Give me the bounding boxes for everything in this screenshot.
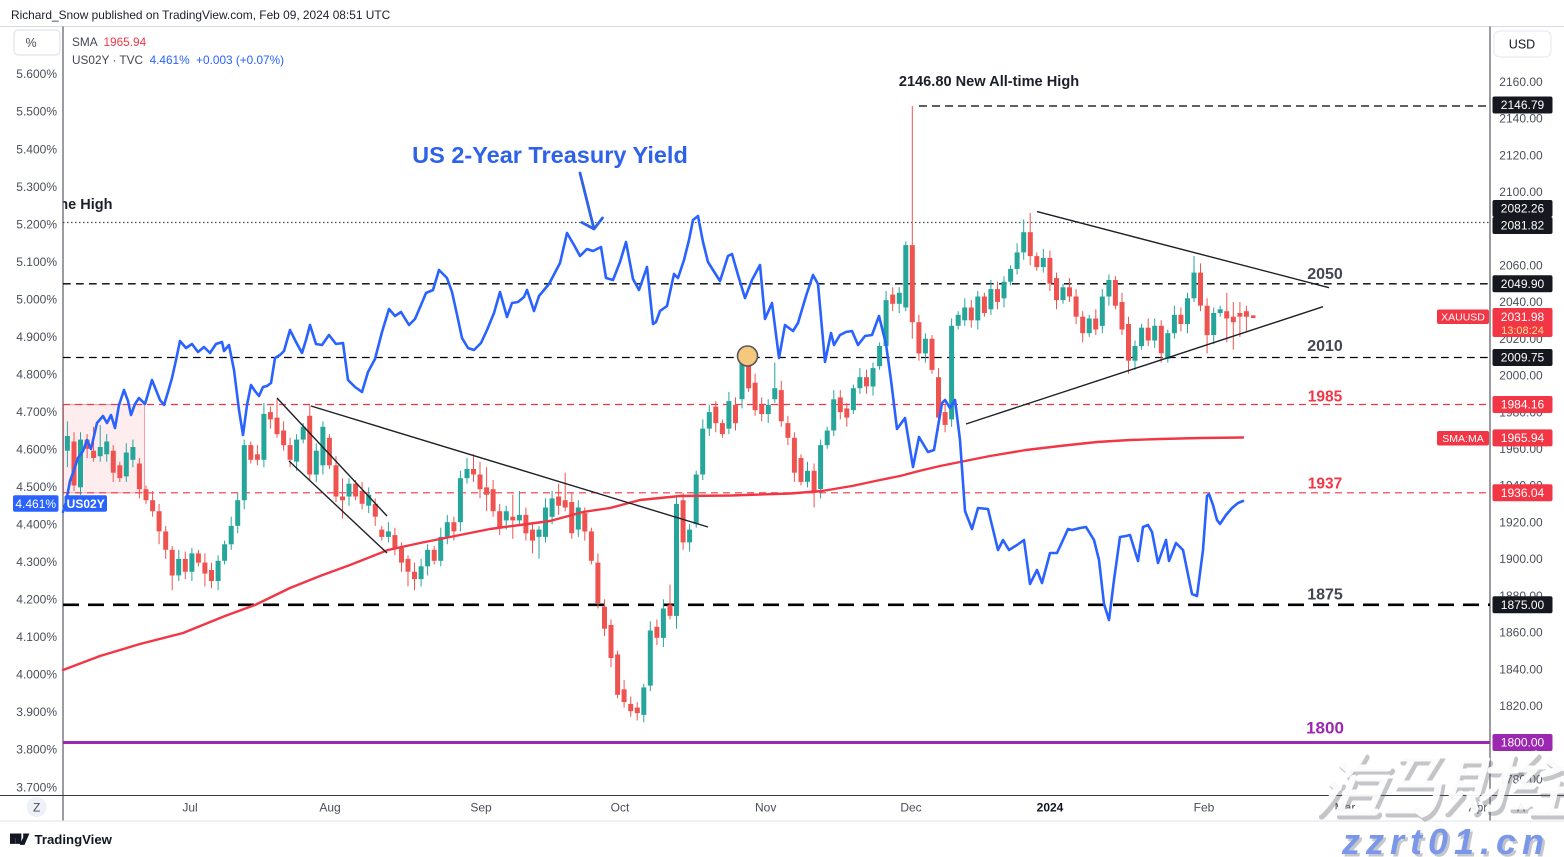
svg-text:Jul: Jul <box>182 801 197 815</box>
svg-text:4.900%: 4.900% <box>16 330 57 344</box>
svg-text:%: % <box>25 36 36 50</box>
svg-text:1937: 1937 <box>1308 476 1342 493</box>
svg-text:2024: 2024 <box>1037 801 1064 815</box>
svg-text:4.700%: 4.700% <box>16 405 57 419</box>
svg-text:2100.00: 2100.00 <box>1499 185 1543 199</box>
svg-text:2050: 2050 <box>1307 266 1343 283</box>
svg-text:1840.00: 1840.00 <box>1499 662 1543 676</box>
svg-text:Nov: Nov <box>755 801 776 815</box>
svg-text:1920.00: 1920.00 <box>1499 515 1543 529</box>
svg-text:2009.75: 2009.75 <box>1501 351 1545 365</box>
svg-text:1875: 1875 <box>1307 587 1343 604</box>
svg-text:2081.82: 2081.82 <box>1501 219 1545 233</box>
svg-text:Aug: Aug <box>319 801 340 815</box>
svg-text:2049.90: 2049.90 <box>1501 277 1545 291</box>
svg-text:US 2-Year Treasury Yield: US 2-Year Treasury Yield <box>412 142 688 168</box>
svg-text:1965.94: 1965.94 <box>1501 431 1545 445</box>
svg-text:3.700%: 3.700% <box>16 780 57 794</box>
svg-text:1985: 1985 <box>1308 389 1343 406</box>
svg-text:4.200%: 4.200% <box>16 593 57 607</box>
svg-text:5.200%: 5.200% <box>16 217 57 231</box>
svg-text:2031.98: 2031.98 <box>1501 310 1545 324</box>
svg-text:SMA 1965.94: SMA 1965.94 <box>72 35 147 49</box>
svg-text:US02Y: US02Y <box>67 497 105 511</box>
svg-text:4.100%: 4.100% <box>16 630 57 644</box>
svg-text:2120.00: 2120.00 <box>1499 148 1543 162</box>
svg-text:zzrt01.cn: zzrt01.cn <box>1341 821 1550 857</box>
svg-text:1800.00: 1800.00 <box>1501 736 1545 750</box>
svg-text:US02Y · TVC 4.461% +0.003 (+: US02Y · TVC 4.461% +0.003 (+0.07%) <box>72 53 284 67</box>
svg-text:5.000%: 5.000% <box>16 292 57 306</box>
svg-text:4.000%: 4.000% <box>16 668 57 682</box>
svg-text:4.600%: 4.600% <box>16 443 57 457</box>
svg-text:4.300%: 4.300% <box>16 555 57 569</box>
svg-text:3.900%: 3.900% <box>16 705 57 719</box>
svg-text:2146.80 New All-time High: 2146.80 New All-time High <box>899 74 1079 90</box>
svg-text:1820.00: 1820.00 <box>1499 699 1543 713</box>
svg-text:Richard_Snow published on Trad: Richard_Snow published on TradingView.co… <box>11 8 391 22</box>
svg-text:2160.00: 2160.00 <box>1499 75 1543 89</box>
svg-text:Feb: Feb <box>1194 801 1215 815</box>
svg-text:2082.26: 2082.26 <box>1501 202 1545 216</box>
svg-text:1875.00: 1875.00 <box>1501 598 1545 612</box>
svg-text:Dec: Dec <box>900 801 921 815</box>
svg-text:SMA:MA: SMA:MA <box>1442 433 1483 445</box>
svg-text:zzrt01.cn: zzrt01.cn <box>1343 824 1552 857</box>
svg-text:XAUUSD: XAUUSD <box>1441 312 1485 324</box>
svg-text:1860.00: 1860.00 <box>1499 626 1543 640</box>
svg-text:Oct: Oct <box>611 801 630 815</box>
svg-text:4.400%: 4.400% <box>16 518 57 532</box>
svg-text:4.800%: 4.800% <box>16 367 57 381</box>
svg-text:1984.16: 1984.16 <box>1501 398 1545 412</box>
svg-text:5.400%: 5.400% <box>16 142 57 156</box>
svg-text:2060.00: 2060.00 <box>1499 259 1543 273</box>
svg-text:5.100%: 5.100% <box>16 255 57 269</box>
svg-text:1936.04: 1936.04 <box>1501 486 1545 500</box>
svg-text:5.600%: 5.600% <box>16 67 57 81</box>
svg-text:2000.00: 2000.00 <box>1499 369 1543 383</box>
svg-text:Z: Z <box>33 801 40 815</box>
svg-text:Sep: Sep <box>470 801 492 815</box>
svg-text:4.461%: 4.461% <box>15 497 56 511</box>
svg-text:USD: USD <box>1509 38 1535 52</box>
svg-text:2010: 2010 <box>1307 338 1343 355</box>
svg-text:5.500%: 5.500% <box>16 105 57 119</box>
svg-text:2040.00: 2040.00 <box>1499 295 1543 309</box>
svg-text:TradingView: TradingView <box>35 832 113 847</box>
svg-text:4.500%: 4.500% <box>16 480 57 494</box>
svg-text:5.300%: 5.300% <box>16 180 57 194</box>
svg-text:3.800%: 3.800% <box>16 743 57 757</box>
svg-text:1900.00: 1900.00 <box>1499 552 1543 566</box>
svg-text:All-time High: All-time High <box>23 197 112 213</box>
svg-text:1800: 1800 <box>1306 719 1344 738</box>
svg-text:2146.79: 2146.79 <box>1501 98 1545 112</box>
svg-text:13:08:24: 13:08:24 <box>1501 325 1544 337</box>
svg-text:2140.00: 2140.00 <box>1499 112 1543 126</box>
